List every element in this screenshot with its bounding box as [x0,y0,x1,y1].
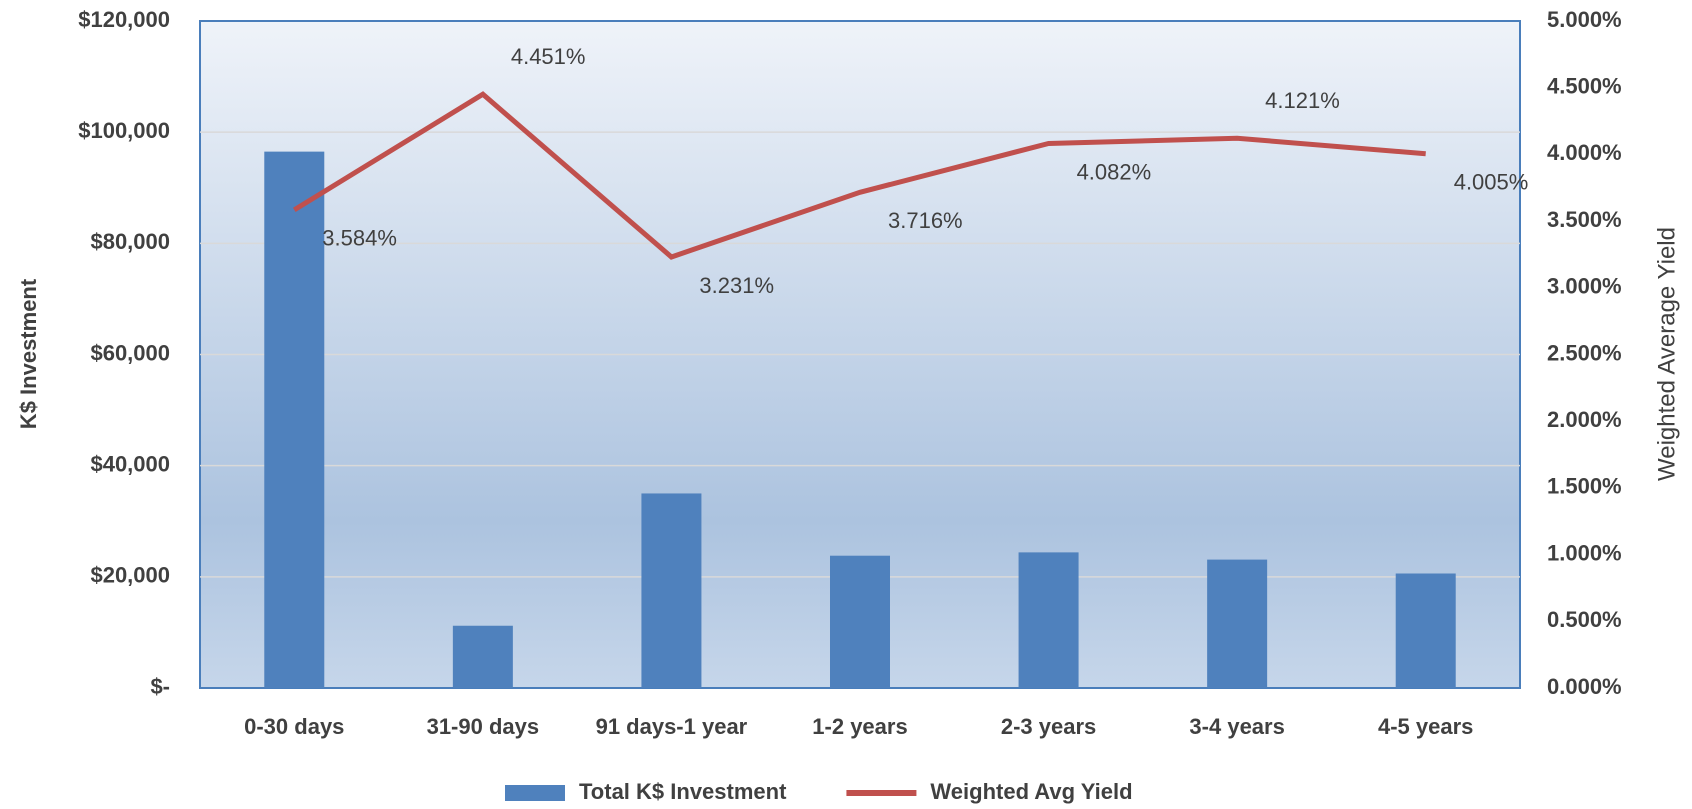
y2-tick-label: 5.000% [1547,7,1622,32]
y-tick-label: $20,000 [90,563,170,588]
y-tick-label: $80,000 [90,229,170,254]
y2-tick-label: 1.500% [1547,474,1622,499]
legend-label: Total K$ Investment [579,779,787,804]
data-label: 3.231% [699,273,774,298]
bar [452,625,513,688]
y2-tick-label: 0.500% [1547,607,1622,632]
data-label: 3.716% [888,208,963,233]
x-tick-label: 3-4 years [1189,714,1284,739]
y2-tick-label: 3.500% [1547,207,1622,232]
y2-tick-label: 4.000% [1547,140,1622,165]
y2-tick-label: 2.000% [1547,407,1622,432]
data-label: 3.584% [322,226,397,251]
x-tick-label: 1-2 years [812,714,907,739]
y-tick-label: $120,000 [78,7,170,32]
data-label: 4.082% [1077,159,1152,184]
data-label: 4.451% [511,44,586,69]
y2-axis-title: Weighted Average Yield [1653,227,1680,481]
bar [1395,573,1456,688]
x-tick-label: 0-30 days [244,714,344,739]
data-label: 4.005% [1454,170,1529,195]
y2-tick-label: 2.500% [1547,340,1622,365]
bar [1207,559,1268,688]
y-tick-label: $100,000 [78,118,170,143]
bar [264,151,325,688]
bar [830,555,890,688]
y2-tick-label: 0.000% [1547,674,1622,699]
y-axis-title: K$ Investment [16,278,41,429]
line [292,91,1426,260]
x-tick-label: 2-3 years [1001,714,1096,739]
bar [1018,552,1079,688]
x-tick-label: 4-5 years [1378,714,1473,739]
legend-label: Weighted Avg Yield [930,779,1132,804]
data-label: 4.121% [1265,88,1340,113]
y-tick-label: $40,000 [90,451,170,476]
legend-swatch [505,785,565,801]
y-tick-label: $60,000 [90,340,170,365]
x-tick-label: 31-90 days [427,714,540,739]
y-tick-label: $- [150,674,170,699]
y2-tick-label: 4.500% [1547,74,1622,99]
y2-tick-label: 3.000% [1547,274,1622,299]
y2-tick-label: 1.000% [1547,540,1622,565]
bar [641,493,702,688]
x-tick-label: 91 days-1 year [596,714,748,739]
